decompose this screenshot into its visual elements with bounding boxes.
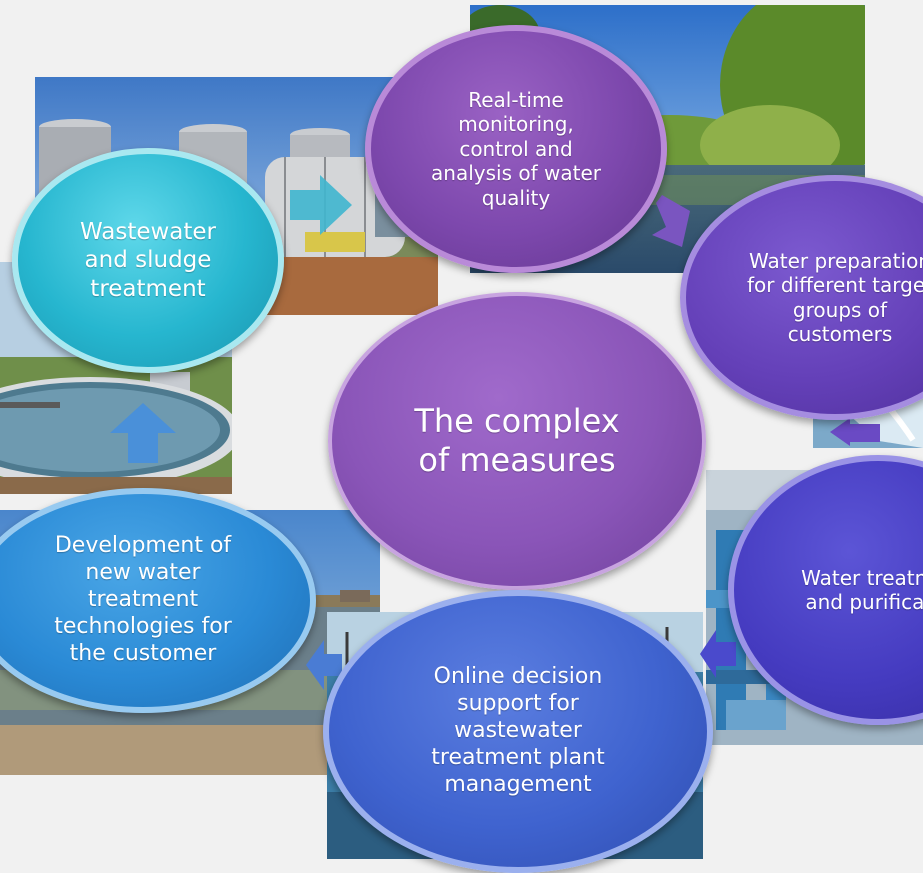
node-water-preparation: Water preparation for different target g…: [680, 175, 923, 420]
node-label: Water preparation for different target g…: [747, 248, 923, 346]
node-label: Online decision support for wastewater t…: [431, 664, 605, 797]
node-wastewater-sludge-treatment: Wastewater and sludge treatment: [12, 148, 284, 373]
node-label: Wastewater and sludge treatment: [79, 219, 217, 302]
node-label: Real-time monitoring, control and analys…: [431, 88, 601, 210]
arrow-monitoring-to-preparation-icon: [652, 195, 690, 247]
arrow-preparation-to-treatment-icon: [830, 418, 880, 446]
node-label: Development of new water treatment techn…: [54, 533, 232, 666]
arrow-treatment-to-online-icon: [700, 630, 736, 678]
node-development-new-technologies: Development of new water treatment techn…: [0, 488, 316, 713]
center-node-complex-of-measures: The complex of measures: [328, 292, 706, 590]
node-online-decision-support: Online decision support for wastewater t…: [323, 590, 713, 873]
arrow-wastewater-to-monitoring-icon: [290, 175, 352, 235]
arrow-online-to-development-icon: [306, 640, 342, 690]
arrow-development-to-wastewater-icon: [110, 403, 176, 463]
node-real-time-monitoring: Real-time monitoring, control and analys…: [365, 25, 667, 273]
center-label: The complex of measures: [414, 401, 620, 479]
node-label: Water treatment and purification: [801, 565, 923, 614]
